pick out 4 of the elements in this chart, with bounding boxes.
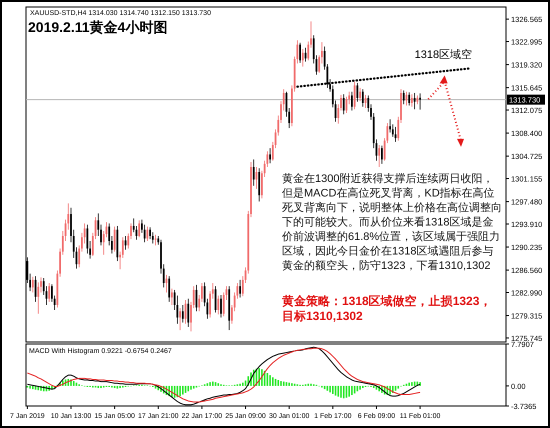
annotation: 黄金策略：1318区域做空，止损1323，目标1310,1302	[281, 294, 492, 323]
text: 2019.2.11黄金4小时图	[28, 19, 168, 35]
annotation: 黄金在1300附近获得支撑后连续两日收阳，但是MACD在高位死叉背离，KD指标在高位死叉背离向下，说明整体上价格在高位调整向下的可能较大。而从价位来看1318区域是金价前波调整的61.8%位置，该区域属于强阻力区域，因此今日金价在1318区域遇阻后参与黄金的额空头，防守1323，下看1310,1302	[281, 172, 502, 272]
annotation: 1318区域空	[414, 48, 472, 61]
